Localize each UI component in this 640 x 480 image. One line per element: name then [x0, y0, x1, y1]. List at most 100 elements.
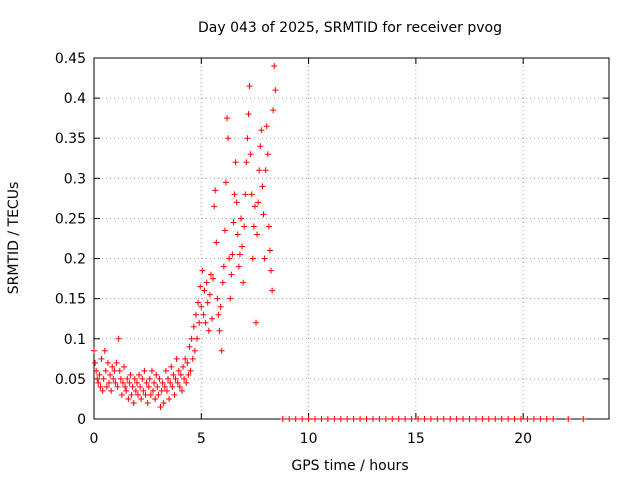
data-point — [256, 167, 263, 174]
data-point — [178, 387, 185, 394]
data-point — [268, 267, 275, 274]
data-point — [131, 375, 138, 382]
data-point — [255, 199, 262, 206]
data-point — [216, 327, 223, 334]
data-point — [240, 279, 247, 286]
data-point — [227, 295, 234, 302]
data-point — [440, 416, 447, 422]
data-point — [434, 416, 441, 422]
data-point — [113, 359, 120, 366]
data-point — [182, 355, 189, 362]
data-point — [382, 416, 389, 422]
data-point — [415, 416, 422, 422]
data-point — [145, 383, 152, 390]
data-point — [150, 387, 157, 394]
x-tick-label: 15 — [407, 431, 425, 447]
data-point — [228, 271, 235, 278]
data-point — [205, 327, 212, 334]
data-point — [165, 375, 172, 382]
data-point — [215, 311, 222, 318]
data-point — [251, 203, 258, 210]
data-point — [189, 355, 196, 362]
data-point — [184, 359, 191, 366]
data-point — [217, 303, 224, 310]
y-tick-label: 0.35 — [55, 131, 86, 147]
data-point — [460, 416, 467, 422]
data-point — [261, 255, 268, 262]
data-point — [253, 319, 260, 326]
data-point — [518, 416, 525, 422]
data-point — [118, 391, 125, 398]
data-point — [198, 303, 205, 310]
data-point — [408, 416, 415, 422]
data-point — [389, 416, 396, 422]
data-point — [130, 399, 137, 406]
data-point — [239, 243, 246, 250]
data-point — [524, 416, 531, 422]
data-point — [246, 83, 253, 90]
data-point — [144, 399, 151, 406]
data-point — [175, 367, 182, 374]
data-point — [485, 416, 492, 422]
data-point — [395, 416, 402, 422]
data-point — [479, 416, 486, 422]
data-point — [219, 279, 226, 286]
data-point — [254, 231, 261, 238]
y-tick-label: 0.05 — [55, 372, 86, 388]
data-point — [229, 251, 236, 258]
data-point — [97, 383, 104, 390]
data-point — [155, 391, 162, 398]
data-point — [168, 363, 175, 370]
data-point — [94, 375, 101, 382]
data-point — [271, 63, 278, 70]
data-point — [106, 379, 113, 386]
data-point — [110, 375, 117, 382]
data-point — [234, 231, 241, 238]
data-point — [133, 379, 140, 386]
data-point — [231, 191, 238, 198]
data-point — [265, 223, 272, 230]
data-point — [160, 399, 167, 406]
data-point — [262, 167, 269, 174]
data-point — [225, 135, 232, 142]
data-point — [206, 291, 213, 298]
data-point — [127, 371, 134, 378]
data-point — [243, 159, 250, 166]
x-tick-label: 5 — [197, 431, 206, 447]
data-point — [453, 416, 460, 422]
data-point — [117, 375, 124, 382]
data-point — [171, 391, 178, 398]
data-point — [151, 379, 158, 386]
y-axis-label: SRMTID / TECUs — [6, 182, 22, 295]
data-point — [279, 416, 286, 422]
x-tick-label: 0 — [90, 431, 99, 447]
data-point — [250, 223, 257, 230]
data-point — [226, 255, 233, 262]
data-point — [511, 416, 518, 422]
data-point — [142, 391, 149, 398]
data-point — [195, 299, 202, 306]
data-point — [181, 375, 188, 382]
data-point — [141, 367, 148, 374]
y-tick-label: 0.4 — [64, 91, 86, 107]
x-axis-label: GPS time / hours — [291, 458, 408, 474]
data-point — [126, 379, 133, 386]
data-point — [230, 219, 237, 226]
data-point — [138, 395, 145, 402]
data-point — [312, 416, 319, 422]
data-point — [220, 263, 227, 270]
points-layer — [91, 63, 587, 422]
data-point — [107, 371, 114, 378]
data-point — [236, 251, 243, 258]
data-point — [156, 375, 163, 382]
data-point — [202, 319, 209, 326]
data-point — [376, 416, 383, 422]
data-point — [543, 416, 550, 422]
data-point — [318, 416, 325, 422]
data-point — [137, 383, 144, 390]
data-point — [212, 187, 219, 194]
tick-layer: 0 0.05 0.1 0.15 0.2 0.25 0.3 0.35 0.4 0.45 0 5 10 15 2… — [55, 51, 609, 447]
data-point — [188, 335, 195, 342]
data-point — [185, 371, 192, 378]
